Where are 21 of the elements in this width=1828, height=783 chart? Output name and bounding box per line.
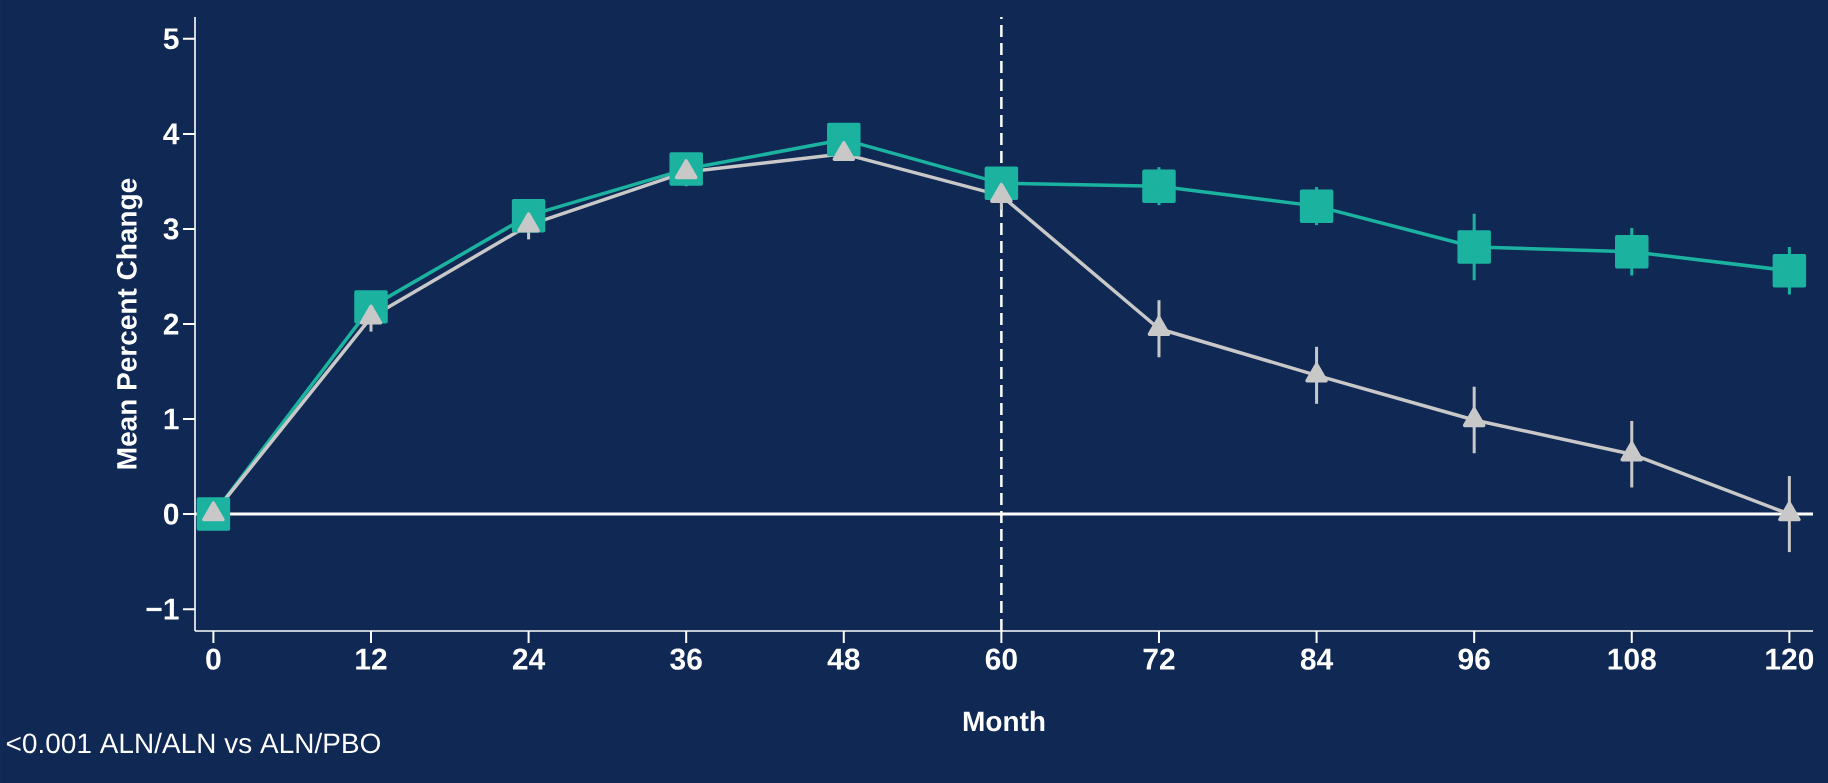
x-tick-label: 24 <box>512 648 546 670</box>
x-tick-label: 60 <box>985 648 1017 670</box>
x-tick-label: 96 <box>1458 648 1490 670</box>
y-tick-label: 5 <box>163 28 179 50</box>
y-tick-label: 0 <box>163 503 179 525</box>
y-tick-label: 4 <box>163 123 180 145</box>
x-tick-label: 0 <box>206 648 221 670</box>
x-tick-label: 48 <box>827 648 860 670</box>
y-tick-label: 2 <box>163 313 179 335</box>
y-tick-label: 1 <box>164 408 179 430</box>
x-tick-label: 36 <box>670 648 702 670</box>
x-tick-label: 84 <box>1300 648 1334 670</box>
x-axis-title: Month <box>963 710 1045 732</box>
text: <0.001 ALN/ALN vs ALN/PBO <box>6 732 381 754</box>
x-tick-label: 108 <box>1608 648 1656 670</box>
x-tick-label: 12 <box>356 648 387 670</box>
x-tick-label: 72 <box>1143 648 1175 670</box>
y-tick-label: −1 <box>146 598 179 620</box>
y-tick-label: 3 <box>163 218 179 240</box>
y-axis-title: Mean Percent Change <box>116 178 143 469</box>
x-tick-label: 120 <box>1766 648 1814 670</box>
